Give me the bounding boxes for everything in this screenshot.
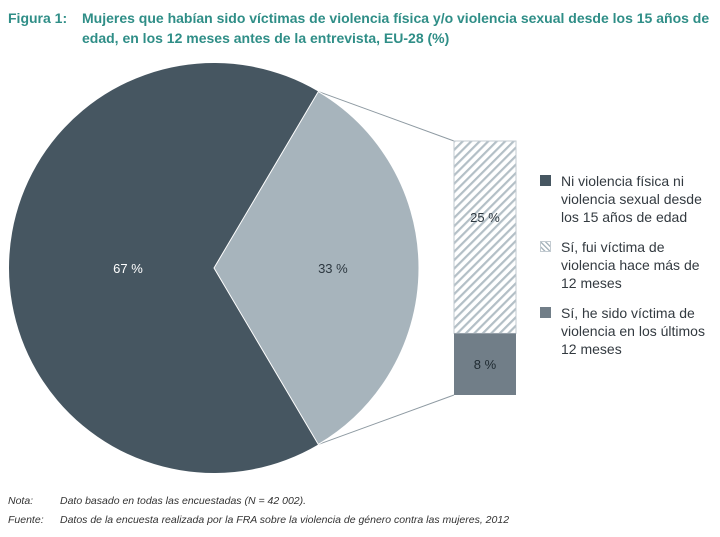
bar-segment-label-8: 8 %	[474, 357, 497, 372]
pie-slice-violence	[213, 90, 420, 446]
source-text: Datos de la encuesta realizada por la FR…	[60, 514, 510, 526]
pie-slice-label-violence: 33 %	[318, 261, 348, 276]
note-label: Nota:	[8, 495, 34, 507]
bar-segment-last-12-months	[454, 333, 516, 395]
legend-text-no-violence: Ni violencia física ni violencia sexual …	[561, 173, 702, 225]
connector-line-bottom	[318, 394, 455, 445]
figure-label: Figura 1:	[8, 10, 68, 26]
pie-slice-no-violence	[8, 62, 319, 473]
legend-text-last-12-months: Sí, he sido víctima de violencia en los …	[561, 305, 705, 357]
legend: Ni violencia física ni violencia sexual …	[540, 172, 718, 370]
legend-text-more-than-12-months: Sí, fui víctima de violencia hace más de…	[561, 239, 700, 291]
legend-swatch-hatched	[540, 241, 551, 252]
bar-segment-label-25: 25 %	[470, 210, 500, 225]
legend-item-no-violence: Ni violencia física ni violencia sexual …	[540, 172, 718, 226]
source-label: Fuente:	[8, 514, 44, 526]
legend-swatch-mid	[540, 307, 551, 318]
legend-item-last-12-months: Sí, he sido víctima de violencia en los …	[540, 304, 718, 358]
source-row: Fuente: Datos de la encuesta realizada p…	[8, 511, 714, 530]
pie-slice-label-no-violence: 67 %	[113, 261, 143, 276]
legend-swatch-dark	[540, 175, 551, 186]
legend-item-more-than-12-months: Sí, fui víctima de violencia hace más de…	[540, 238, 718, 292]
figure-title: Figura 1: Mujeres que habían sido víctim…	[8, 8, 714, 48]
bar-segment-more-than-12-months	[453, 140, 517, 334]
connector-line-top	[318, 91, 455, 142]
note-text: Dato basado en todas las encuestadas (N …	[60, 495, 307, 507]
note-row: Nota: Dato basado en todas las encuestad…	[8, 492, 714, 511]
figure-notes: Nota: Dato basado en todas las encuestad…	[8, 492, 714, 530]
figure-title-text: Mujeres que habían sido víctimas de viol…	[82, 10, 710, 46]
